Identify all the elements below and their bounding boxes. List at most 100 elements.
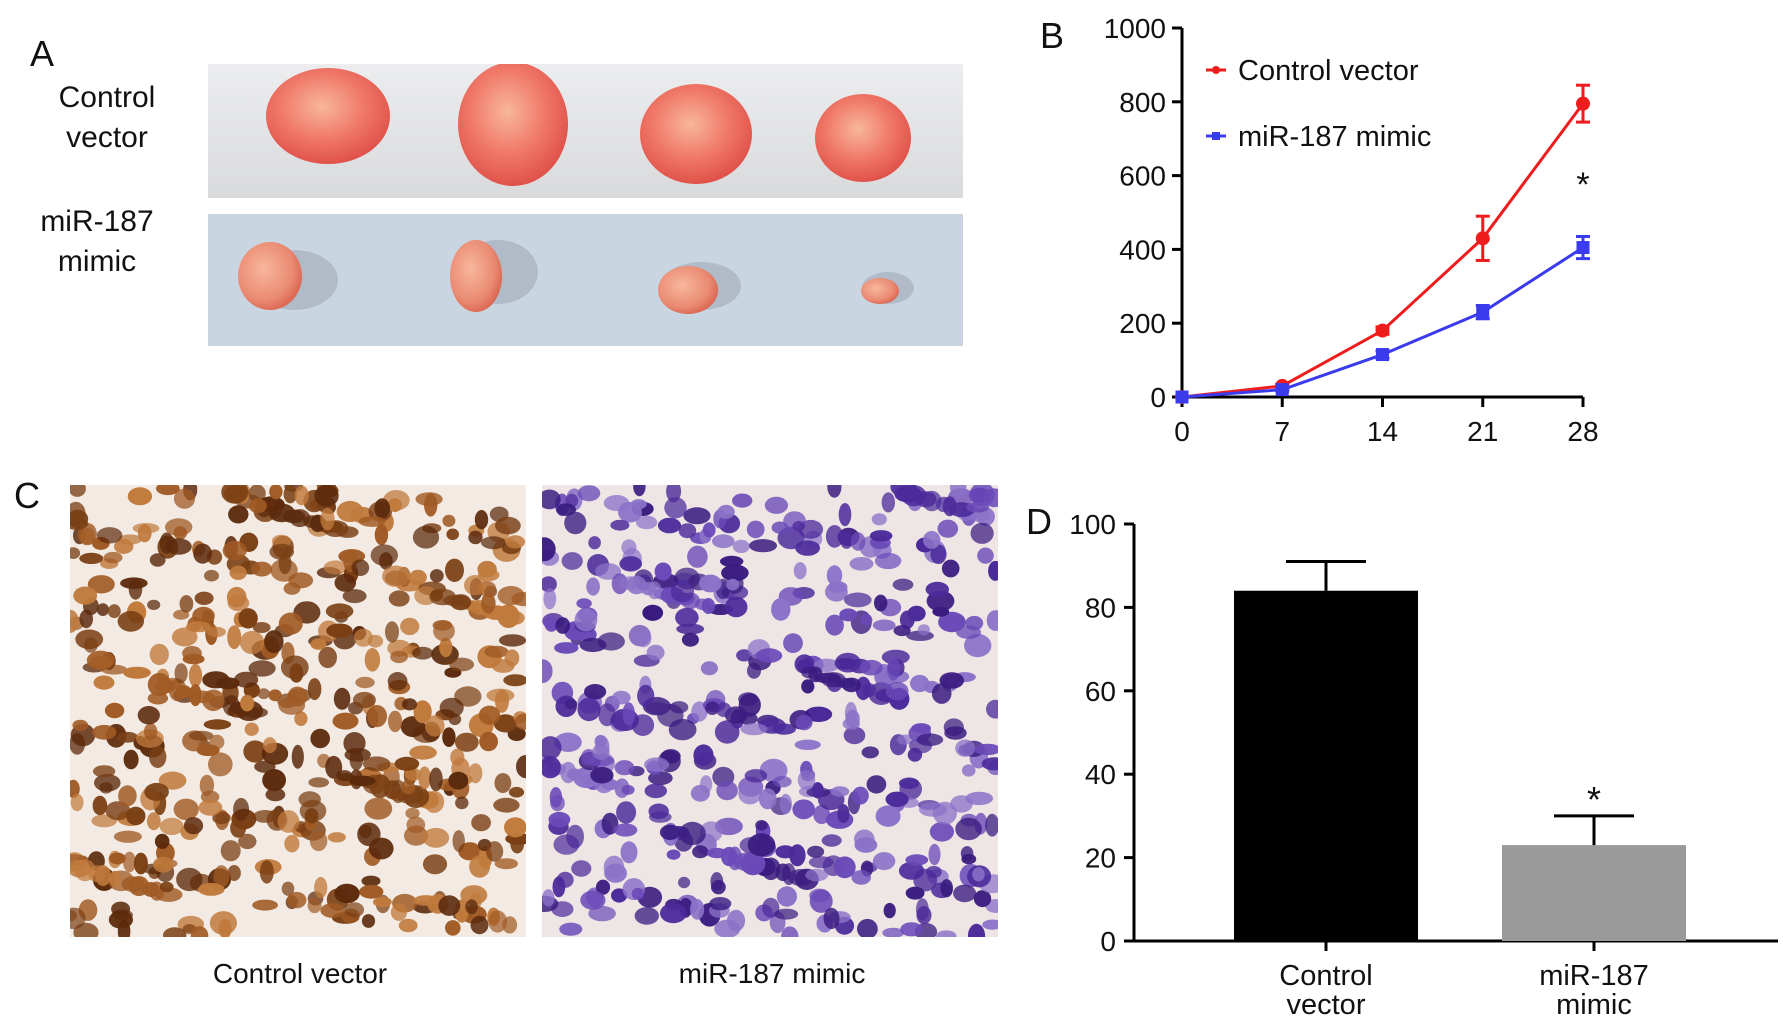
nucleus [825, 525, 844, 548]
nucleus [835, 652, 861, 673]
nucleus [692, 845, 709, 859]
nucleus [189, 684, 202, 707]
nucleus [635, 629, 652, 648]
bar [1234, 590, 1418, 941]
nucleus [118, 785, 137, 807]
nucleus [542, 736, 562, 760]
nucleus [192, 606, 215, 625]
nucleus [486, 841, 504, 862]
nucleus [630, 499, 647, 510]
nucleus [474, 510, 489, 530]
nucleus [368, 837, 394, 860]
nucleus [681, 632, 699, 647]
nucleus [549, 787, 563, 808]
x-tick-label: mimic [1556, 989, 1632, 1021]
nucleus [712, 534, 735, 549]
nucleus [811, 782, 824, 799]
nucleus [964, 633, 992, 658]
x-tick-label: 14 [1367, 416, 1398, 447]
nucleus [226, 586, 247, 608]
nucleus [222, 540, 247, 561]
nucleus [133, 852, 148, 875]
nucleus [147, 599, 161, 610]
nucleus [73, 922, 99, 937]
legend-label: Control vector [1238, 55, 1419, 87]
nucleus [503, 674, 526, 687]
nucleus [96, 527, 123, 544]
nucleus [484, 645, 509, 658]
nucleus [220, 840, 241, 862]
nucleus [898, 777, 920, 790]
series-line [1181, 246, 1584, 399]
nucleus [666, 485, 682, 503]
nucleus [117, 610, 144, 632]
nucleus [269, 485, 283, 500]
nucleus [776, 886, 797, 907]
nucleus [882, 927, 905, 937]
nucleus [508, 786, 525, 798]
nucleus [826, 565, 843, 586]
nucleus [928, 843, 941, 866]
nucleus [514, 713, 526, 730]
nucleus [794, 739, 821, 750]
caption-control-vector: Control vector [212, 958, 388, 989]
nucleus [190, 926, 209, 937]
row-label-mir187-mimic: miR-187 mimic [12, 202, 182, 282]
nucleus [857, 918, 878, 937]
nucleus [92, 724, 117, 740]
nucleus [323, 560, 348, 575]
nucleus [907, 747, 923, 762]
nucleus [644, 757, 670, 772]
nucleus [70, 779, 80, 798]
nucleus [808, 856, 834, 869]
nucleus [613, 823, 638, 837]
nucleus [700, 661, 718, 676]
nucleus [182, 646, 202, 661]
nucleus [821, 834, 842, 847]
nucleus [70, 485, 86, 497]
nucleus [726, 909, 746, 932]
nucleus [374, 498, 391, 519]
nucleus [228, 505, 249, 524]
y-tick-label: 600 [1119, 161, 1166, 192]
nucleus [373, 896, 392, 908]
nucleus [941, 559, 960, 578]
nucleus [252, 622, 271, 633]
nucleus [149, 553, 166, 567]
nucleus [875, 805, 901, 827]
nucleus [929, 822, 954, 842]
nucleus [807, 845, 825, 858]
nucleus [251, 561, 273, 577]
nucleus [479, 731, 498, 752]
nucleus [619, 556, 642, 572]
nucleus [579, 637, 607, 653]
ihc-purple-stain [542, 485, 998, 937]
nucleus [917, 624, 930, 636]
nucleus [248, 485, 266, 503]
nucleus [619, 576, 642, 591]
nucleus [669, 701, 689, 714]
x-tick-label: Control [1279, 960, 1373, 992]
nucleus [699, 821, 723, 843]
nucleus [610, 519, 630, 531]
nucleus [70, 733, 86, 755]
nucleus [749, 539, 777, 553]
nucleus [953, 884, 977, 903]
nucleus [304, 808, 319, 824]
nucleus [577, 485, 601, 502]
nucleus [198, 883, 225, 896]
nucleus [985, 813, 998, 837]
nucleus [294, 485, 309, 506]
nucleus [358, 516, 386, 527]
nucleus [455, 796, 469, 810]
nucleus [238, 833, 257, 850]
nucleus [257, 688, 270, 700]
nucleus [336, 500, 364, 523]
nucleus [690, 898, 705, 920]
nucleus [892, 578, 914, 591]
nucleus [893, 625, 911, 637]
nucleus [900, 922, 923, 937]
nucleus [198, 799, 223, 816]
nucleus [986, 610, 998, 631]
nucleus [940, 879, 953, 898]
